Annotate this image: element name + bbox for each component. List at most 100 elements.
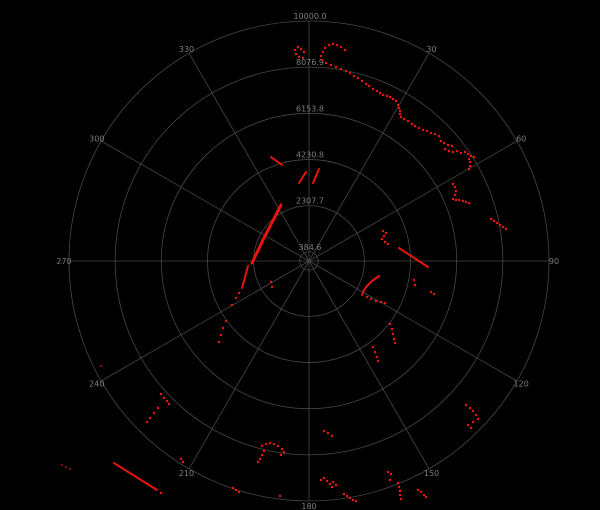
scan-point (339, 67, 343, 71)
scan-point (179, 457, 183, 461)
scan-point (299, 47, 303, 51)
scan-point (454, 189, 458, 193)
scan-point-dim (100, 365, 102, 367)
scan-point (446, 143, 450, 147)
scan-point (385, 94, 389, 98)
scan-point-dim (69, 468, 71, 470)
scan-point (504, 227, 508, 231)
scan-point (398, 109, 402, 113)
scan-point (344, 69, 348, 73)
scan-point (375, 89, 379, 93)
scan-point (461, 199, 465, 203)
scan-point (469, 426, 473, 430)
scan-point (471, 420, 475, 424)
scan-point (224, 319, 228, 323)
scan-point (260, 444, 264, 448)
angle-tick-label: 240 (89, 380, 104, 389)
scan-point (388, 95, 392, 99)
scan-point (447, 149, 451, 153)
scan-point (364, 82, 368, 86)
scan-point (320, 58, 324, 62)
polar-grid-spoke (100, 140, 310, 262)
scan-point (466, 152, 470, 156)
scan-point (367, 84, 371, 88)
scan-point (373, 350, 377, 354)
scan-point (302, 50, 306, 54)
angle-tick-label: 210 (179, 469, 194, 478)
scan-point (472, 155, 476, 159)
scan-point (262, 449, 266, 453)
scan-point (165, 399, 169, 403)
scan-point (384, 231, 388, 235)
scan-point (159, 491, 163, 495)
radial-tick-label: 384.6 (299, 243, 322, 252)
scan-point (351, 498, 355, 502)
scan-point (319, 54, 323, 58)
polar-grid-spoke (188, 260, 310, 470)
scan-segment (113, 462, 158, 491)
scan-point (258, 457, 262, 461)
scan-point (234, 296, 238, 300)
scan-point (383, 240, 387, 244)
scan-point (489, 217, 493, 221)
scan-point (159, 392, 163, 396)
angle-tick-label: 300 (89, 135, 104, 144)
scan-point (324, 61, 328, 65)
scan-point (433, 132, 437, 136)
scan-point-dim (65, 466, 67, 468)
scan-point (451, 197, 455, 201)
scan-point-dim (61, 464, 63, 466)
scan-point (365, 295, 369, 299)
angle-tick-label: 330 (179, 45, 194, 54)
scan-point (467, 201, 471, 205)
angle-tick-label: 30 (426, 45, 436, 54)
scan-segment (270, 156, 283, 166)
scan-point (464, 200, 468, 204)
scan-point (412, 278, 416, 282)
scan-point (492, 219, 496, 223)
scan-point (297, 55, 301, 59)
scan-point (237, 490, 241, 494)
scan-point (406, 119, 410, 123)
scan-point (260, 453, 264, 457)
scan-point (468, 164, 472, 168)
scan-point (464, 403, 468, 407)
radial-tick-label: 8076.9 (296, 58, 324, 67)
scan-point (345, 494, 349, 498)
radial-tick-label: 6153.8 (296, 104, 324, 113)
scan-point (331, 480, 335, 484)
scan-point (156, 406, 160, 410)
scan-point (498, 223, 502, 227)
scan-point (219, 333, 223, 337)
scan-point (417, 126, 421, 130)
scan-point (296, 45, 300, 49)
scan-point (326, 431, 330, 435)
scan-point (330, 485, 334, 489)
scan-point (413, 283, 417, 287)
angle-tick-label: 90 (549, 257, 559, 266)
scan-point (469, 154, 473, 158)
scan-point (381, 93, 385, 97)
scan-point (376, 359, 380, 363)
scan-point (451, 150, 455, 154)
scan-point (371, 345, 375, 349)
radial-tick-label: 10000.0 (293, 12, 326, 21)
scan-point (334, 65, 338, 69)
scan-point (454, 198, 458, 202)
scan-point (399, 115, 403, 119)
scan-point (322, 476, 326, 480)
scan-point (388, 478, 392, 482)
scan-point (375, 355, 379, 359)
scan-point (264, 442, 268, 446)
radial-tick-label: 2307.7 (296, 197, 324, 206)
scan-point (410, 122, 414, 126)
scan-point (466, 423, 470, 427)
scan-point (325, 479, 329, 483)
scan-point (217, 340, 221, 344)
scan-point (369, 297, 373, 301)
polar-grid-spoke (308, 260, 518, 382)
angle-tick-label: 270 (56, 257, 71, 266)
scan-point (468, 160, 472, 164)
scan-point (280, 447, 284, 451)
